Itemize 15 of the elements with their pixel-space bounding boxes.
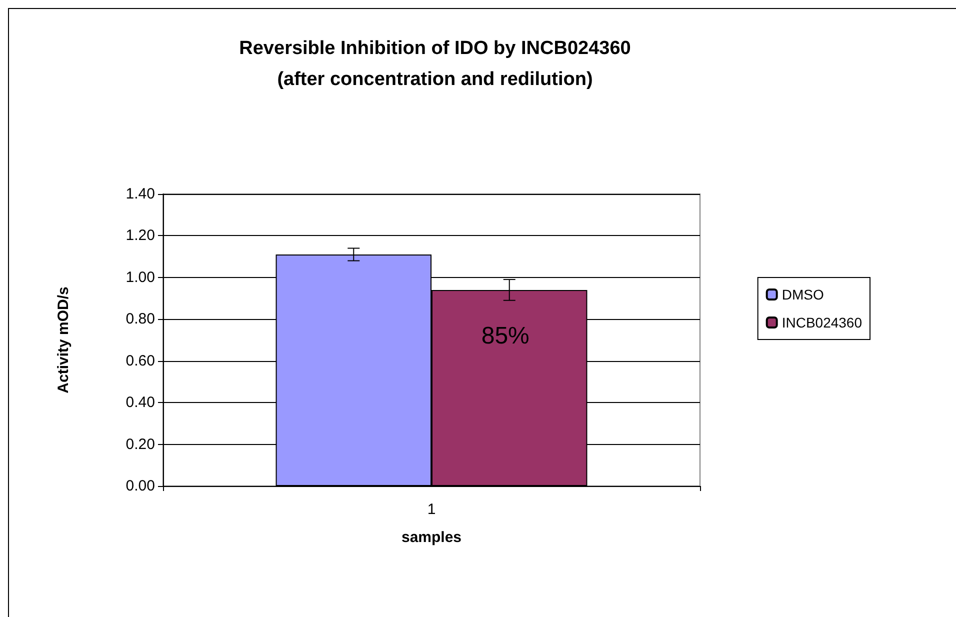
y-tick-label: 1.40	[126, 186, 155, 202]
y-tick-label: 0.60	[126, 352, 155, 370]
y-tick-label: 0.40	[126, 394, 155, 412]
annotation: 85%	[481, 322, 530, 350]
y-axis-title: Activity mOD/s	[55, 286, 72, 394]
y-tick-label: 0.00	[126, 478, 155, 494]
chart-title: Reversible Inhibition of IDO by INCB024360 (after concentration and redilution)	[239, 38, 631, 90]
y-tick-label: 1.00	[126, 268, 155, 286]
x-tick-label: 1	[427, 501, 436, 518]
y-tick-label: 0.80	[126, 310, 155, 328]
legend-label: DMSO	[782, 286, 824, 302]
y-tick-label: 1.20	[126, 227, 155, 244]
y-tick-label: 0.20	[126, 436, 155, 453]
x-axis-title: samples	[401, 529, 462, 546]
legend-label: INCB024360	[782, 314, 862, 330]
